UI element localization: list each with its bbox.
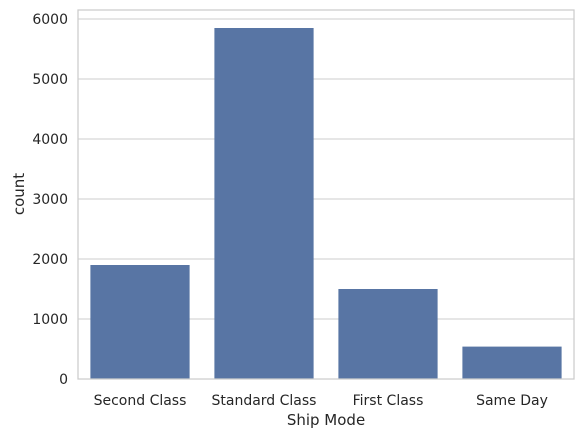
bar-first-class — [338, 289, 438, 379]
y-axis-label: count — [10, 173, 28, 215]
x-tick-label: Standard Class — [212, 393, 317, 409]
x-tick-label: Second Class — [94, 393, 187, 409]
y-tick-label: 3000 — [32, 192, 68, 208]
y-tick-label: 4000 — [32, 132, 68, 148]
y-tick-label: 1000 — [32, 312, 68, 328]
y-tick-labels: 0 1000 2000 3000 4000 5000 6000 — [32, 12, 68, 388]
y-tick-label: 0 — [59, 372, 68, 388]
plot-frame — [77, 9, 575, 380]
y-tick-label: 6000 — [32, 12, 68, 28]
bar-second-class — [90, 265, 190, 379]
x-tick-label: Same Day — [476, 393, 548, 409]
x-tick-label: First Class — [353, 393, 424, 409]
bar-standard-class — [214, 28, 314, 379]
x-tick-labels: Second Class Standard Class First Class Sam… — [94, 393, 548, 409]
bar-same-day — [462, 346, 562, 379]
x-axis-label: Ship Mode — [287, 411, 365, 429]
bars — [90, 28, 562, 379]
y-tick-label: 2000 — [32, 252, 68, 268]
y-tick-label: 5000 — [32, 72, 68, 88]
